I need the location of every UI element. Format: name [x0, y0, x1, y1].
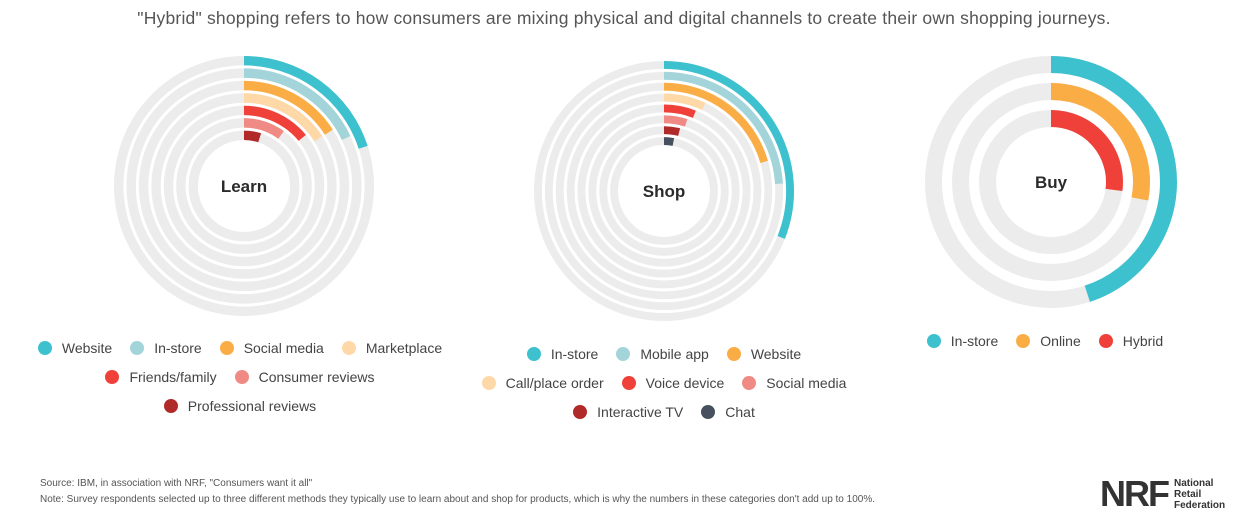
arc-interactive-tv	[663, 126, 681, 136]
legend: In-store Online Hybrid	[795, 333, 1248, 349]
survey-note: Note: Survey respondents selected up to …	[40, 494, 875, 505]
legend-label: Consumer reviews	[258, 369, 375, 385]
legend-dot-icon	[726, 347, 741, 361]
radial-charts: Learn Shop Buy	[114, 56, 1177, 321]
legend-item: Social media	[219, 340, 324, 356]
legend-dot-icon	[1016, 334, 1031, 348]
legend-dot-icon	[105, 370, 120, 384]
legend-label: Professional reviews	[187, 398, 317, 414]
legend-dot-icon	[1098, 334, 1113, 348]
legend-dot-icon	[616, 347, 631, 361]
legend-dot-icon	[234, 370, 249, 384]
logo-line: National	[1174, 477, 1214, 489]
legend-label: In-store	[550, 346, 599, 362]
legend-label: In-store	[154, 340, 202, 356]
legend-label: Friends/family	[129, 369, 217, 385]
legend-dot-icon	[526, 347, 541, 361]
legend-item: Online	[1016, 333, 1081, 349]
chart-title: "Hybrid" shopping refers to how consumer…	[137, 8, 1111, 28]
source-note: Source: IBM, in association with NRF, "C…	[40, 478, 313, 489]
logo-line: Federation	[1174, 499, 1226, 511]
legend-label: In-store	[950, 333, 999, 349]
legend-dot-icon	[37, 341, 52, 355]
legend-label: Social media	[243, 340, 324, 356]
legend-label: Mobile app	[640, 346, 709, 362]
legend-item: Mobile app	[616, 346, 709, 362]
arc-in-store	[1050, 56, 1177, 302]
logo-line: Retail	[1174, 488, 1202, 500]
legend-dot-icon	[701, 405, 716, 419]
legend-item: Voice device	[621, 375, 725, 391]
legend: In-store Mobile app Website Call/place orde…	[414, 346, 914, 420]
arc-social-media	[243, 80, 333, 135]
legend-dot-icon	[573, 405, 588, 419]
legend-dot-icon	[621, 376, 636, 390]
legend-item: Social media	[742, 375, 846, 391]
legend-item: Call/place order	[481, 375, 604, 391]
legend-item: Interactive TV	[573, 404, 683, 420]
legend-item: Friends/family	[105, 369, 217, 385]
legend-label: Call/place order	[505, 375, 604, 391]
legend-dot-icon	[926, 334, 941, 348]
center-label: Shop	[643, 182, 686, 201]
legend-label: Voice device	[645, 375, 725, 391]
legend-dot-icon	[163, 399, 178, 413]
center-label: Buy	[1035, 173, 1068, 192]
ring-track	[188, 130, 300, 242]
legend-label: Website	[750, 346, 802, 362]
legend-label: Online	[1040, 333, 1081, 349]
legend-dot-icon	[481, 376, 496, 390]
nrf-logo: NRF National Retail Federation	[1100, 476, 1225, 512]
arc-online	[1050, 83, 1150, 201]
arc-voice-device	[663, 104, 696, 118]
arc-in-store	[663, 61, 794, 239]
legend-item: Chat	[701, 404, 755, 420]
arc-consumer-reviews	[243, 118, 284, 139]
center-label: Learn	[221, 177, 267, 196]
legend-label: Hybrid	[1122, 333, 1164, 349]
legend-label: Marketplace	[365, 340, 443, 356]
legend: Website In-store Social media Marketplace Fr…	[0, 340, 490, 414]
legend-label: Chat	[725, 404, 755, 420]
arc-marketplace	[243, 93, 323, 142]
legend-item: In-store	[926, 333, 999, 349]
legend-label: Interactive TV	[597, 404, 684, 420]
legend-dot-icon	[219, 341, 234, 355]
legend-item: Website	[726, 346, 802, 362]
arc-call-place-order	[663, 93, 706, 111]
arc-website	[663, 82, 768, 164]
legend-item: Hybrid	[1098, 333, 1164, 349]
legend-item: In-store	[526, 346, 599, 362]
arc-chat	[663, 137, 675, 146]
legend-label: Social media	[766, 375, 847, 391]
legend-item: In-store	[130, 340, 202, 356]
arc-friends-family	[243, 105, 306, 141]
legend-item: Website	[37, 340, 113, 356]
legend-dot-icon	[742, 376, 757, 390]
legend-item: Professional reviews	[163, 398, 317, 414]
arc-professional-reviews	[243, 130, 262, 143]
logo-mark: NRF	[1100, 473, 1170, 514]
legend-item: Marketplace	[341, 340, 443, 356]
legend-dot-icon	[341, 341, 356, 355]
arc-website	[243, 56, 368, 149]
legend-item: Consumer reviews	[234, 369, 375, 385]
arc-in-store	[243, 68, 351, 141]
arc-mobile-app	[663, 71, 783, 185]
legend-dot-icon	[130, 341, 145, 355]
legend-label: Website	[61, 340, 113, 356]
arc-social-media	[663, 115, 688, 127]
arc-hybrid	[1050, 110, 1123, 192]
